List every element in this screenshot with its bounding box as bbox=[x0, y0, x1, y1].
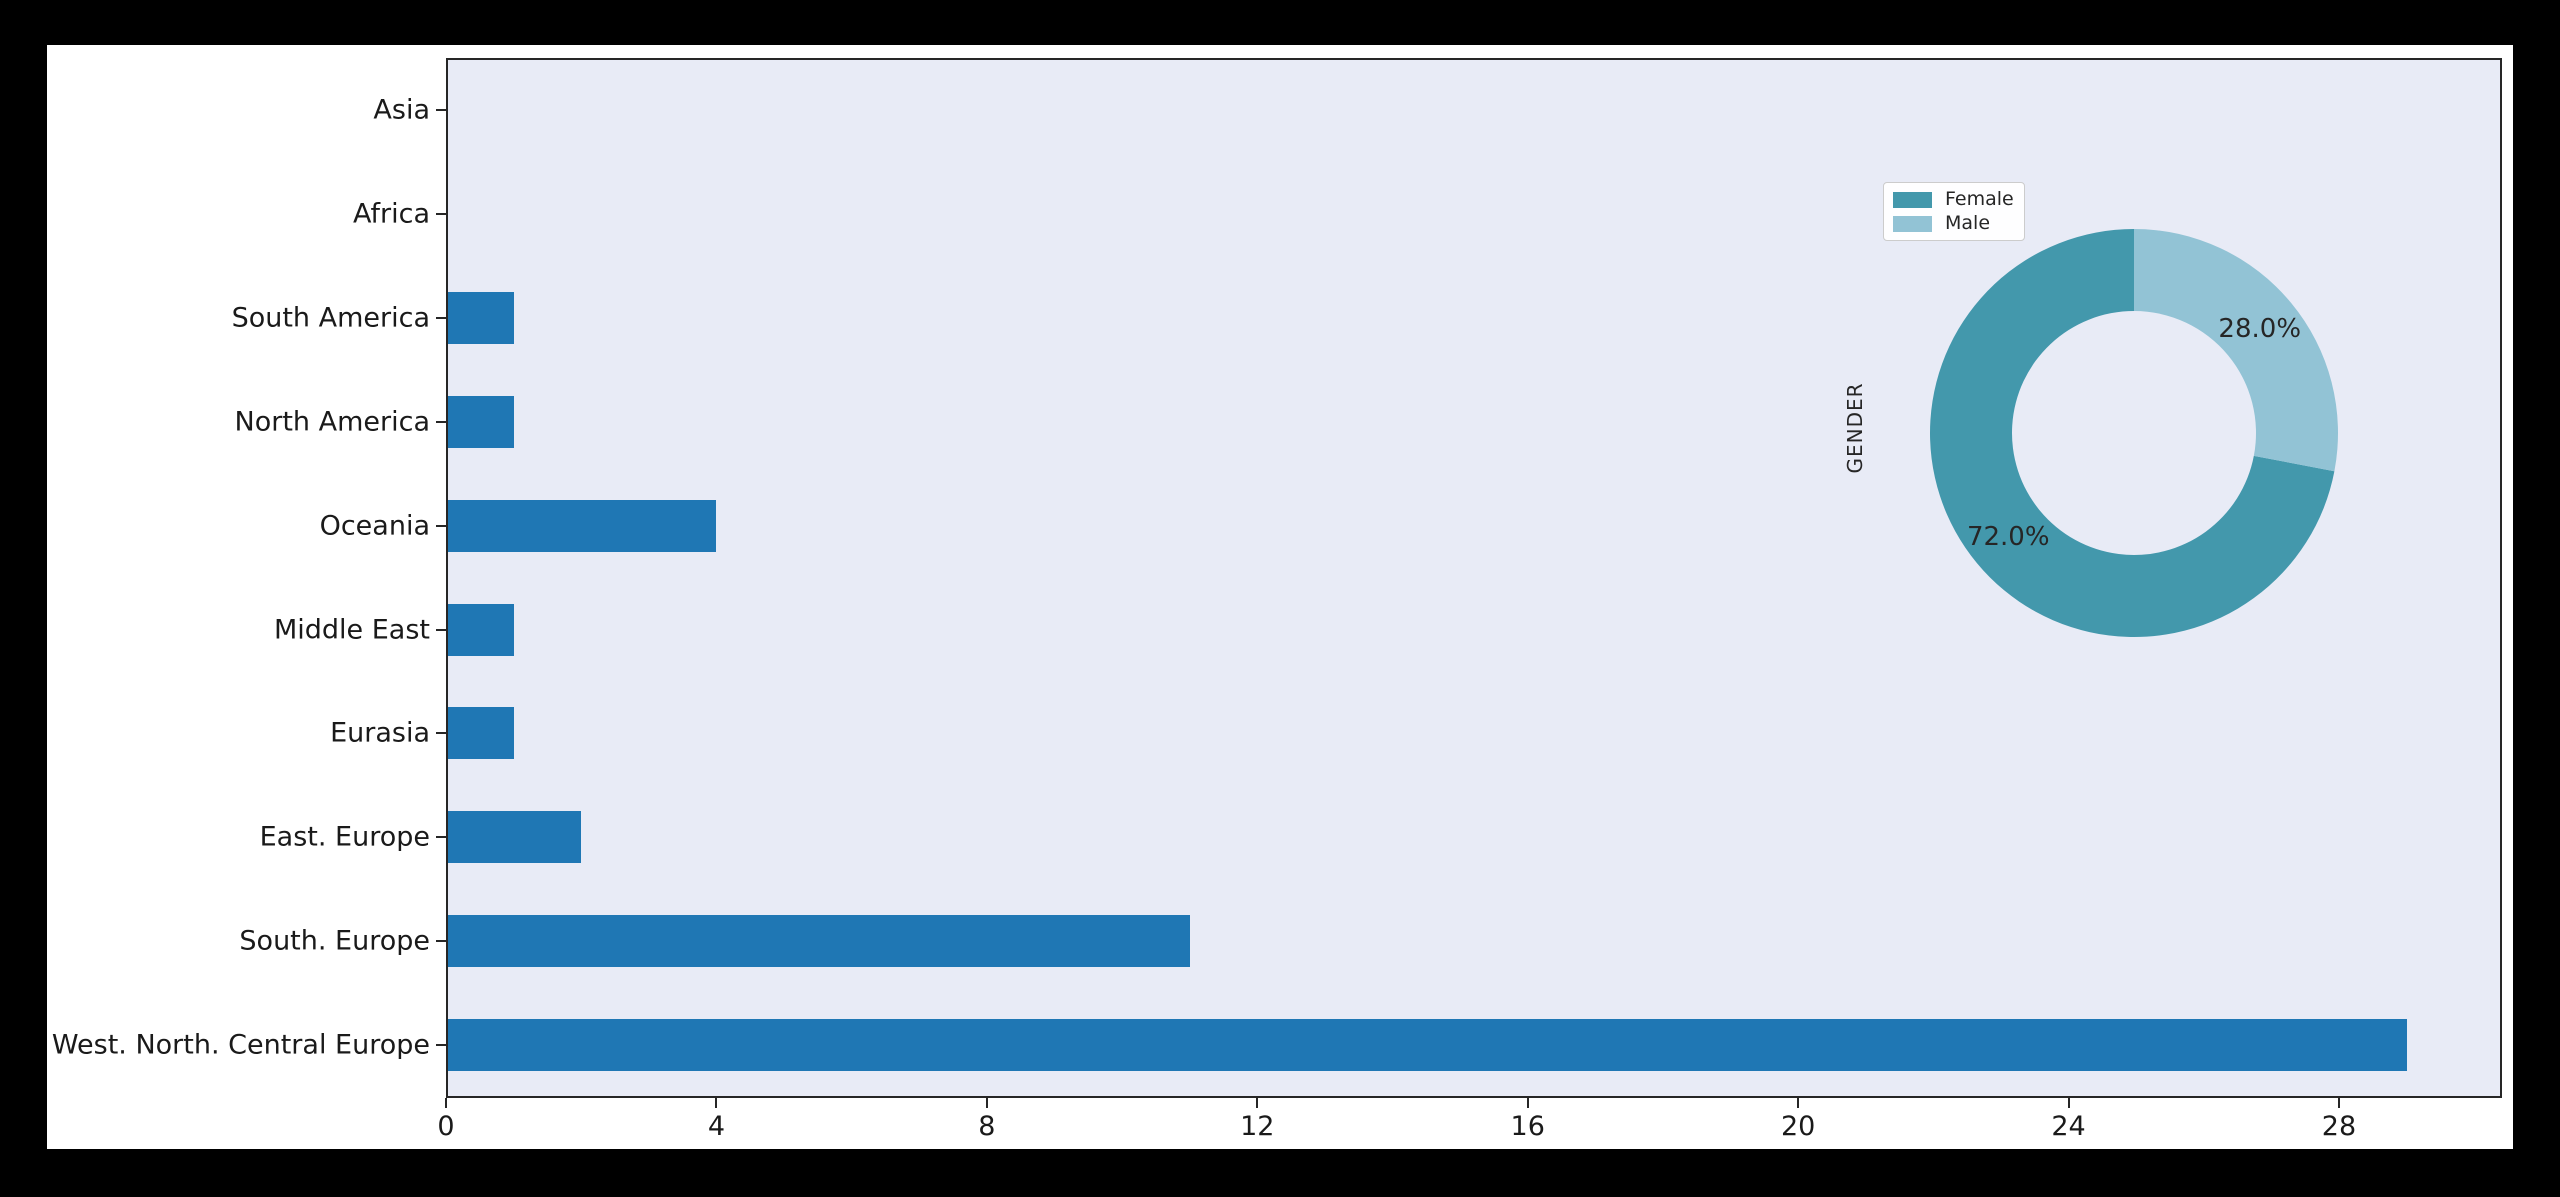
y-axis-label: Eurasia bbox=[330, 717, 430, 749]
donut-slice-female bbox=[1930, 229, 2335, 637]
bar bbox=[448, 603, 514, 656]
y-axis-label: Asia bbox=[373, 94, 430, 126]
x-tick-label: 12 bbox=[1240, 1111, 1275, 1142]
y-tick-mark bbox=[436, 420, 446, 423]
bar bbox=[448, 707, 514, 760]
legend-label-male: Male bbox=[1945, 212, 1991, 234]
bar bbox=[448, 915, 1190, 968]
y-tick-mark bbox=[436, 109, 446, 111]
bar bbox=[448, 499, 717, 552]
legend-swatch-female bbox=[1893, 191, 1932, 208]
x-tick-mark bbox=[1256, 1098, 1259, 1108]
x-tick-mark bbox=[985, 1098, 988, 1108]
y-tick-mark bbox=[436, 628, 446, 631]
x-tick-label: 28 bbox=[2321, 1111, 2357, 1142]
legend-swatch-male bbox=[1893, 215, 1932, 232]
y-axis-label: South. Europe bbox=[239, 925, 430, 957]
y-tick-mark bbox=[436, 732, 446, 735]
x-tick-mark bbox=[1526, 1098, 1529, 1108]
y-axis-label: West. North. Central Europe bbox=[51, 1029, 430, 1061]
y-tick-mark bbox=[436, 212, 446, 215]
y-axis-label: Middle East bbox=[273, 614, 430, 645]
x-tick-label: 20 bbox=[1780, 1111, 1816, 1142]
donut-chart bbox=[1930, 229, 2338, 637]
bar bbox=[448, 1019, 2407, 1072]
figure: Asia Africa South America North America Ocea… bbox=[47, 45, 2513, 1149]
legend-row-male: Male bbox=[1893, 214, 2015, 233]
x-tick-label: 4 bbox=[707, 1111, 726, 1142]
legend-label-female: Female bbox=[1945, 188, 2014, 210]
bar bbox=[448, 395, 514, 448]
y-tick-mark bbox=[436, 940, 446, 943]
y-tick-mark bbox=[436, 524, 446, 527]
y-tick-mark bbox=[436, 316, 446, 319]
y-axis-label: East. Europe bbox=[259, 821, 430, 853]
gender-axis-label: GENDER bbox=[1843, 382, 1867, 474]
x-tick-mark bbox=[445, 1098, 447, 1108]
x-tick-mark bbox=[715, 1098, 718, 1108]
x-tick-label: 8 bbox=[978, 1111, 996, 1142]
x-tick-label: 0 bbox=[437, 1111, 455, 1142]
bar bbox=[448, 811, 582, 864]
pct-label-male: 28.0% bbox=[2218, 313, 2302, 344]
x-tick-label: 24 bbox=[2051, 1111, 2086, 1142]
pct-label-female: 72.0% bbox=[1966, 522, 2050, 553]
y-tick-mark bbox=[436, 836, 446, 839]
donut-slice-male bbox=[2134, 229, 2338, 472]
x-tick-mark bbox=[2337, 1098, 2340, 1108]
legend: Female Male bbox=[1883, 182, 2025, 241]
x-tick-mark bbox=[2067, 1098, 2070, 1108]
y-axis-label: Oceania bbox=[319, 510, 430, 542]
y-tick-mark bbox=[436, 1044, 446, 1047]
x-tick-label: 16 bbox=[1510, 1111, 1545, 1142]
y-axis-label: North America bbox=[234, 406, 430, 438]
legend-row-female: Female bbox=[1893, 190, 2015, 209]
x-tick-mark bbox=[1797, 1098, 1800, 1108]
bar bbox=[448, 291, 514, 344]
y-axis-label: South America bbox=[231, 302, 430, 334]
y-axis-label: Africa bbox=[352, 198, 430, 230]
